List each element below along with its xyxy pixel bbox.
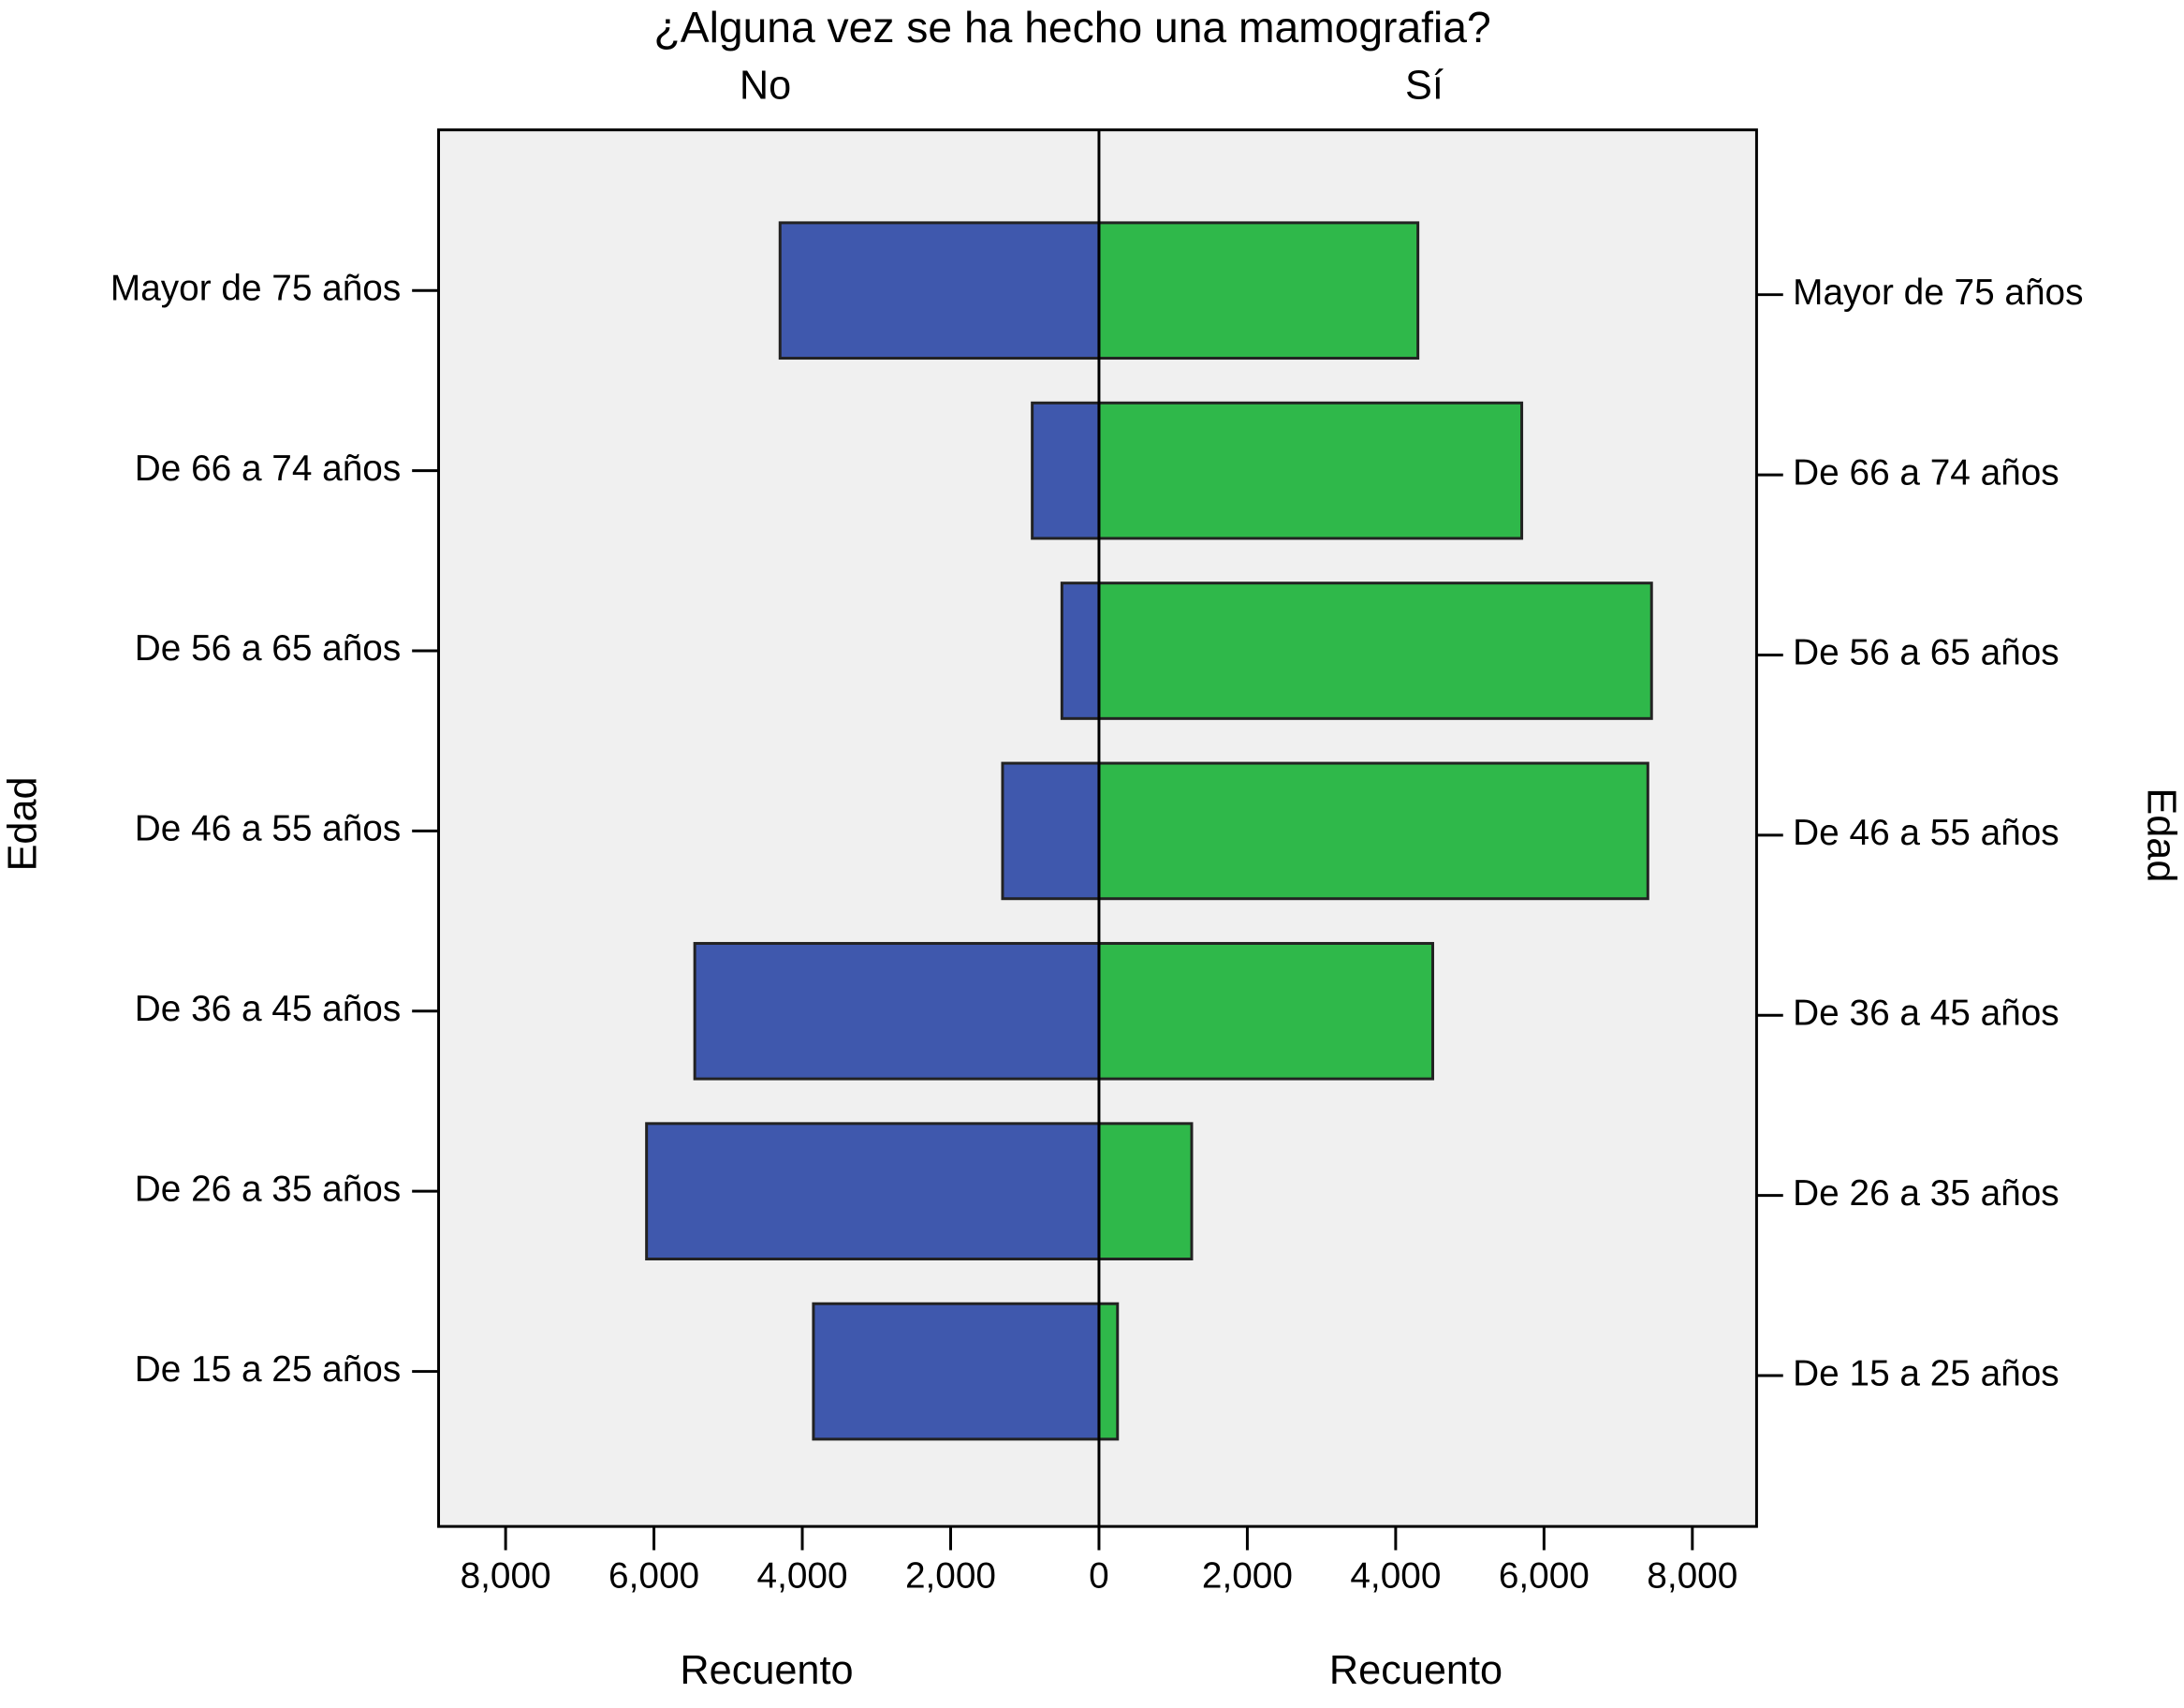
panel-label: No (740, 63, 791, 108)
x-tick-label: 2,000 (905, 1556, 996, 1597)
x-tick-label: 8,000 (1647, 1556, 1737, 1597)
y-tick-label: Mayor de 75 años (1793, 272, 2083, 313)
panel-label: Sí (1405, 63, 1444, 108)
bar (1097, 761, 1649, 901)
bar (1097, 401, 1524, 540)
bar (1031, 401, 1101, 540)
y-tick-label: De 56 a 65 años (135, 628, 402, 669)
y-tick-label: De 56 a 65 años (1793, 633, 2059, 673)
bar (1097, 1302, 1120, 1441)
bar (645, 1122, 1101, 1261)
y-tick-label: De 36 a 45 años (1793, 993, 2059, 1033)
y-axis-label: Edad (0, 776, 45, 871)
x-tick-label: 2,000 (1202, 1556, 1293, 1597)
y-tick-label: De 26 a 35 años (135, 1169, 402, 1209)
y-tick-label: De 36 a 45 años (135, 989, 402, 1029)
bar (1097, 582, 1653, 720)
x-tick-label: 8,000 (461, 1556, 551, 1597)
bar (693, 941, 1101, 1081)
y-tick-label: De 46 a 55 años (135, 809, 402, 849)
bar (812, 1302, 1101, 1441)
y-tick-label: De 15 a 25 años (135, 1349, 402, 1390)
bar (1097, 941, 1434, 1081)
x-tick-label: 6,000 (1499, 1556, 1590, 1597)
x-tick-label: 6,000 (608, 1556, 699, 1597)
y-tick-label: De 46 a 55 años (1793, 813, 2059, 853)
y-tick-label: Mayor de 75 años (110, 268, 401, 308)
y-tick-label: De 26 a 35 años (1793, 1173, 2059, 1214)
y-tick-label: De 15 a 25 años (1793, 1353, 2059, 1393)
bar (778, 221, 1101, 361)
x-axis-label: Recuento (680, 1648, 853, 1693)
bar (1060, 582, 1101, 720)
y-tick-label: De 66 a 74 años (1793, 452, 2059, 493)
y-tick-label: De 66 a 74 años (135, 449, 402, 489)
y-axis-label: Edad (2139, 788, 2184, 882)
x-tick-label: 4,000 (757, 1556, 848, 1597)
x-tick-label: 0 (1089, 1556, 1109, 1597)
x-tick-label: 4,000 (1350, 1556, 1441, 1597)
chart-title: ¿Alguna vez se ha hecho una mamografia? (654, 3, 1491, 52)
bar (1097, 1122, 1194, 1261)
bar (1001, 761, 1101, 901)
x-axis-label: Recuento (1329, 1648, 1502, 1693)
bar (1097, 221, 1420, 361)
